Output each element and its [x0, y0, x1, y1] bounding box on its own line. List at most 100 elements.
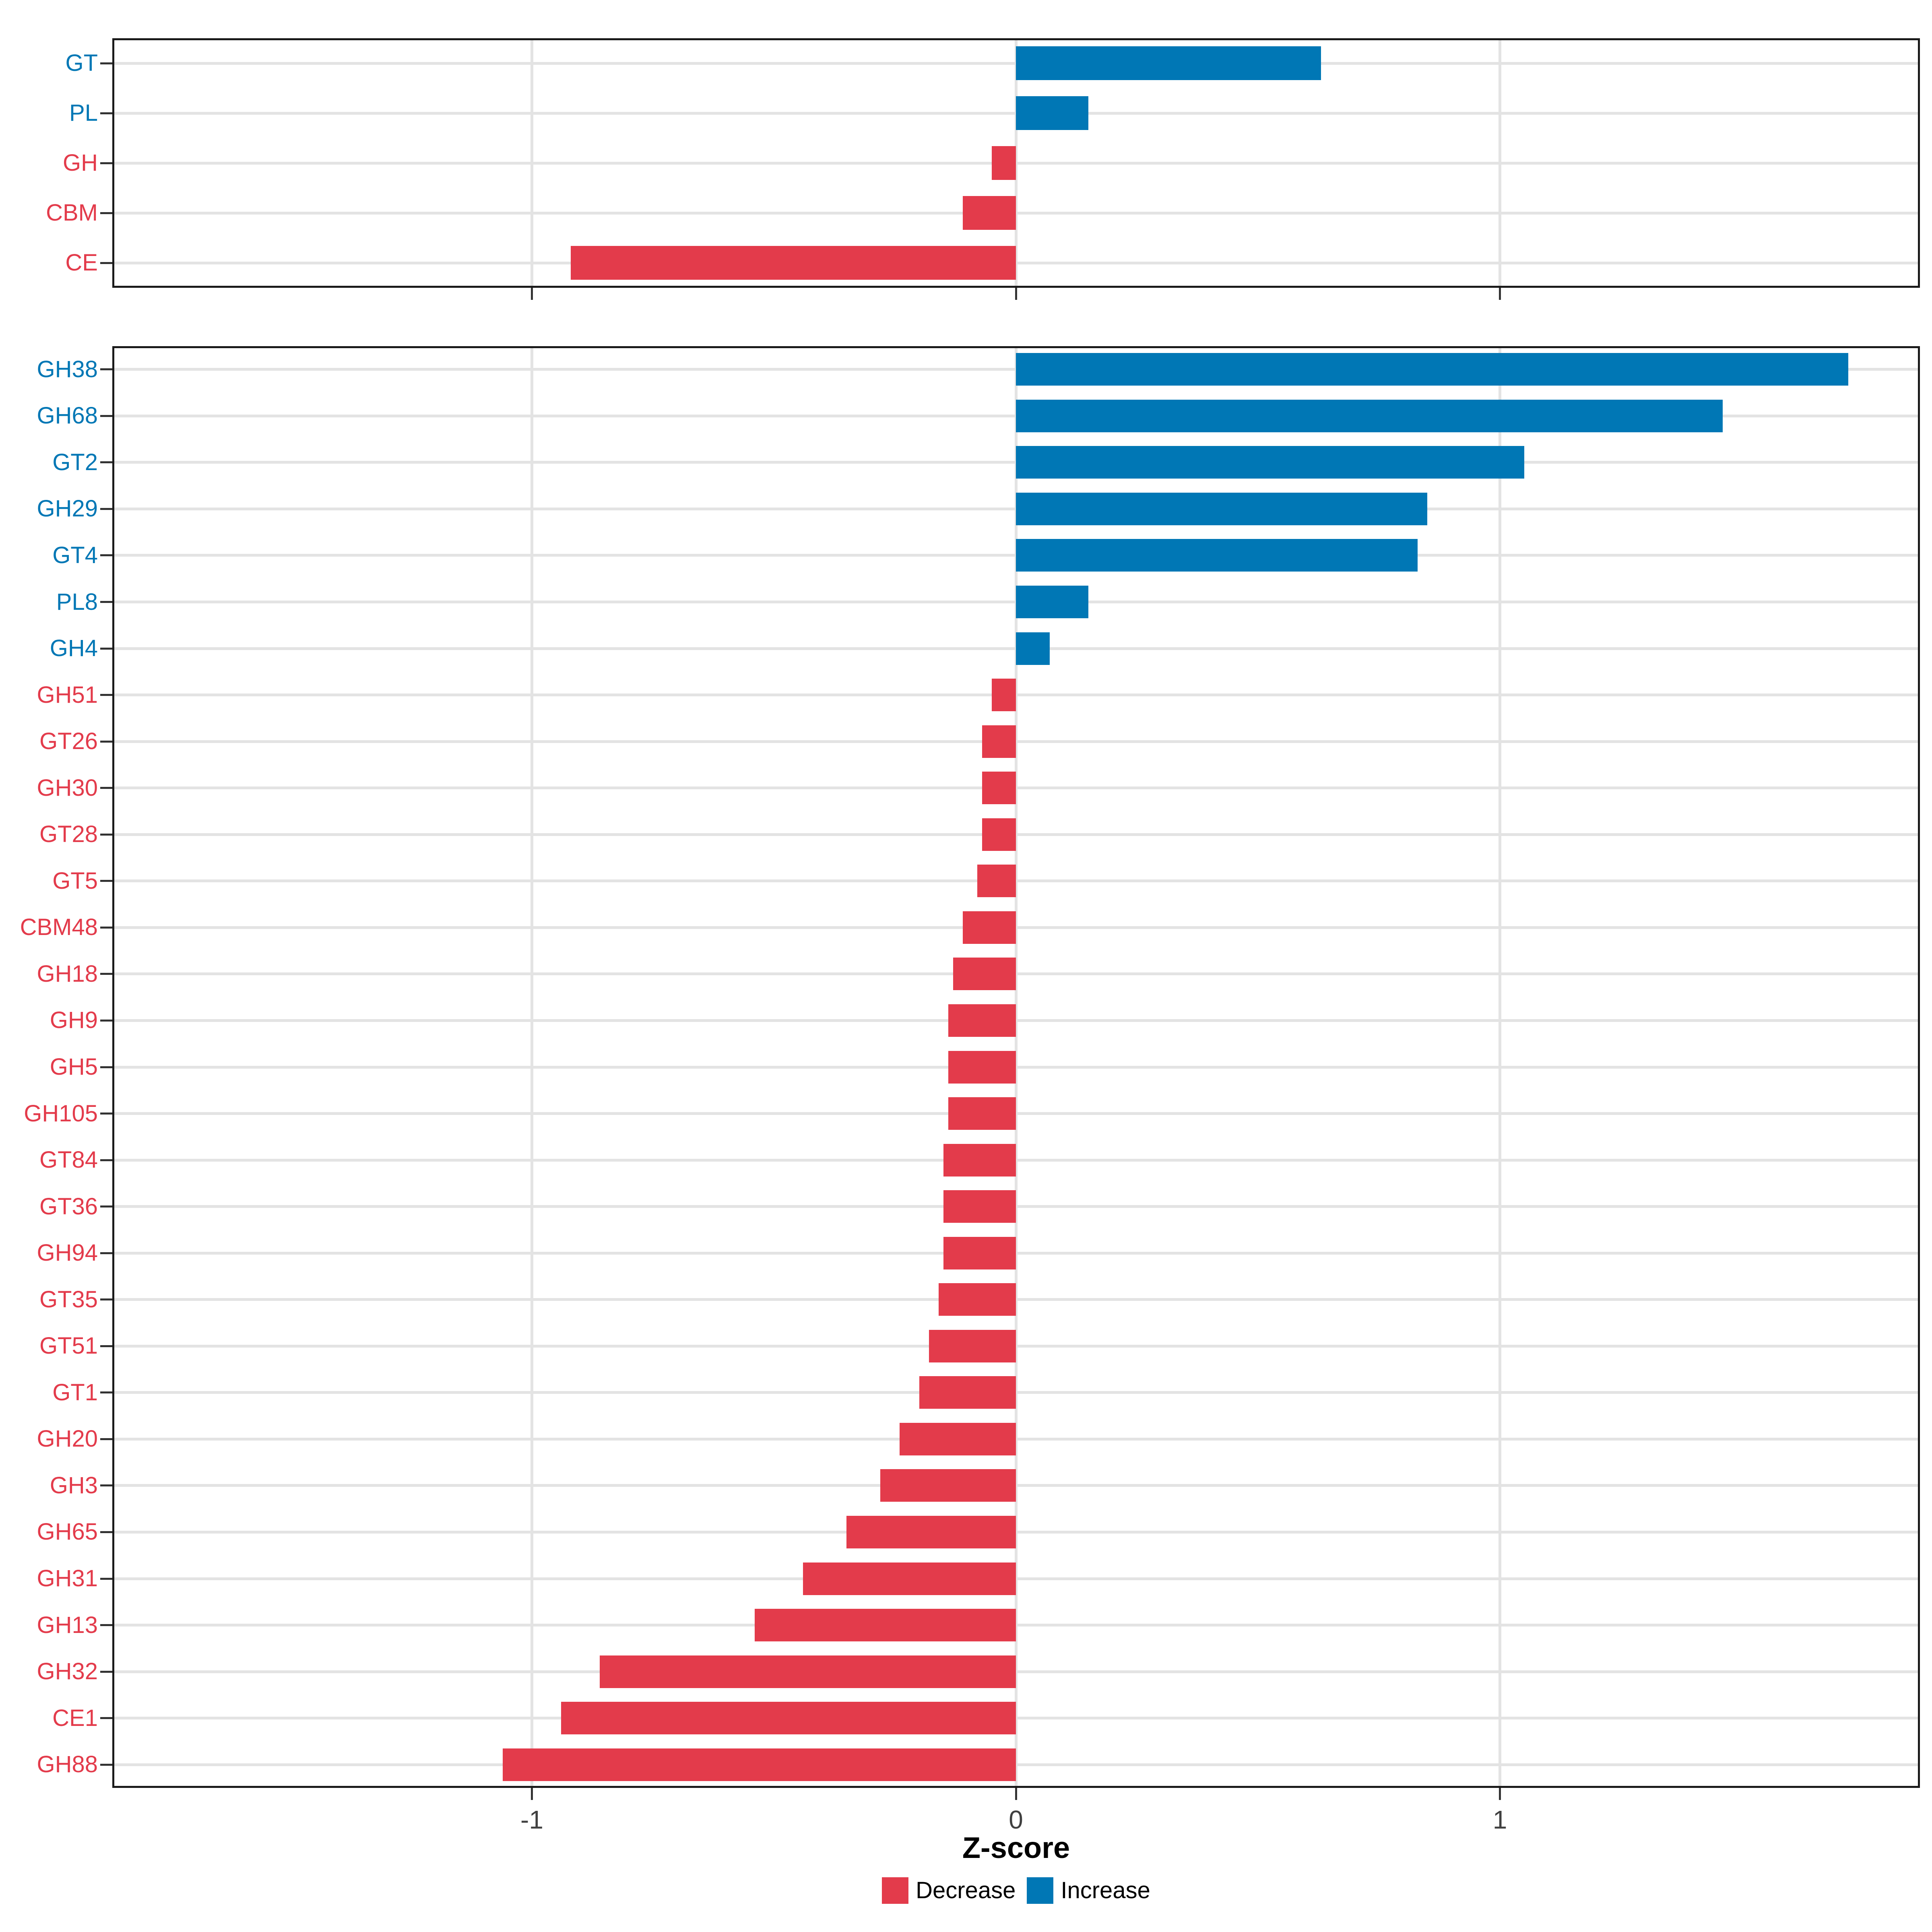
y-axis-tick	[100, 1205, 112, 1208]
bar	[880, 1469, 1016, 1502]
category-label: GH9	[50, 1007, 98, 1034]
bar	[1016, 399, 1723, 432]
x-tick-label: -1	[520, 1805, 543, 1834]
category-label: GT28	[39, 821, 98, 848]
category-label: GH88	[37, 1751, 98, 1778]
bar	[803, 1562, 1016, 1595]
category-label: GH51	[37, 681, 98, 708]
bar	[943, 1190, 1016, 1223]
bar	[754, 1609, 1016, 1642]
y-axis-tick	[100, 1531, 112, 1533]
bar	[1016, 586, 1089, 619]
y-axis-tick	[100, 1577, 112, 1580]
bar	[948, 1051, 1016, 1084]
x-axis-tick	[1499, 1788, 1501, 1800]
gridline-vertical	[1499, 346, 1501, 1788]
y-axis-tick	[100, 1624, 112, 1627]
y-axis-tick	[100, 601, 112, 603]
y-axis-tick	[100, 415, 112, 417]
category-label: GH105	[24, 1100, 98, 1127]
category-label: GH30	[37, 774, 98, 801]
category-label: GT2	[52, 449, 98, 475]
y-axis-tick	[100, 1298, 112, 1301]
bar	[570, 246, 1016, 280]
y-axis-tick	[100, 112, 112, 114]
category-label: GT51	[39, 1333, 98, 1359]
bar	[561, 1702, 1016, 1735]
x-axis-tick	[1499, 288, 1501, 300]
y-axis-tick	[100, 1113, 112, 1115]
category-label: GT35	[39, 1286, 98, 1313]
bar	[919, 1376, 1016, 1409]
y-axis-tick	[100, 461, 112, 464]
bar	[846, 1515, 1016, 1548]
y-axis-tick	[100, 554, 112, 557]
bar	[1016, 46, 1321, 80]
bar	[1016, 446, 1524, 479]
y-axis-tick	[100, 787, 112, 789]
x-axis-tick	[1015, 1788, 1017, 1800]
gridline-vertical	[1014, 38, 1018, 288]
decrease-swatch	[882, 1877, 909, 1904]
increase-swatch	[1027, 1877, 1054, 1904]
category-label: CBM	[46, 200, 98, 226]
gridline-vertical	[1014, 346, 1018, 1788]
y-axis-tick	[100, 212, 112, 214]
y-axis-tick	[100, 1484, 112, 1487]
y-axis-tick	[100, 1391, 112, 1394]
category-label: CE	[65, 250, 98, 276]
bar	[982, 772, 1016, 805]
y-axis-tick	[100, 162, 112, 164]
y-axis-tick	[100, 880, 112, 882]
x-axis-tick	[531, 1788, 533, 1800]
bar	[929, 1329, 1016, 1362]
y-axis-tick	[100, 508, 112, 510]
bar	[1016, 492, 1428, 525]
y-axis-tick	[100, 1019, 112, 1022]
y-axis-tick	[100, 1670, 112, 1673]
y-axis-tick	[100, 62, 112, 64]
bar	[982, 725, 1016, 758]
category-label: GT1	[52, 1379, 98, 1406]
bar	[948, 1097, 1016, 1130]
category-label: GT5	[52, 867, 98, 894]
y-axis-tick	[100, 973, 112, 975]
y-axis-tick	[100, 1763, 112, 1766]
category-label: GH3	[50, 1472, 98, 1499]
y-axis-tick	[100, 740, 112, 743]
bar	[977, 865, 1016, 898]
bar	[962, 196, 1016, 230]
category-label: PL8	[56, 588, 98, 615]
category-label: GH20	[37, 1426, 98, 1452]
y-axis-tick	[100, 926, 112, 929]
category-label: CBM48	[20, 914, 98, 941]
y-axis-tick	[100, 1438, 112, 1440]
category-label: PL	[69, 100, 98, 126]
legend: Decrease Increase	[112, 1877, 1920, 1904]
y-axis-tick	[100, 1252, 112, 1254]
category-label: GH5	[50, 1054, 98, 1080]
bar	[1016, 632, 1050, 665]
gridline-vertical	[530, 38, 533, 288]
category-label: GH13	[37, 1612, 98, 1638]
bar	[991, 146, 1016, 180]
bar	[503, 1748, 1016, 1781]
bar	[900, 1422, 1016, 1455]
y-axis-tick	[100, 647, 112, 650]
y-axis-tick	[100, 262, 112, 264]
y-axis-tick	[100, 1345, 112, 1347]
category-label: GT36	[39, 1193, 98, 1220]
category-label: GH	[63, 150, 98, 176]
bar	[953, 958, 1016, 991]
gridline-vertical	[1499, 38, 1501, 288]
y-axis-tick	[100, 1159, 112, 1161]
x-axis-tick	[531, 288, 533, 300]
category-label: CE1	[52, 1705, 98, 1731]
legend-label-decrease: Decrease	[916, 1877, 1016, 1903]
bar	[938, 1283, 1016, 1316]
category-label: GH31	[37, 1565, 98, 1592]
bar	[599, 1655, 1016, 1688]
x-tick-label: 0	[1009, 1805, 1023, 1834]
bar	[962, 911, 1016, 944]
